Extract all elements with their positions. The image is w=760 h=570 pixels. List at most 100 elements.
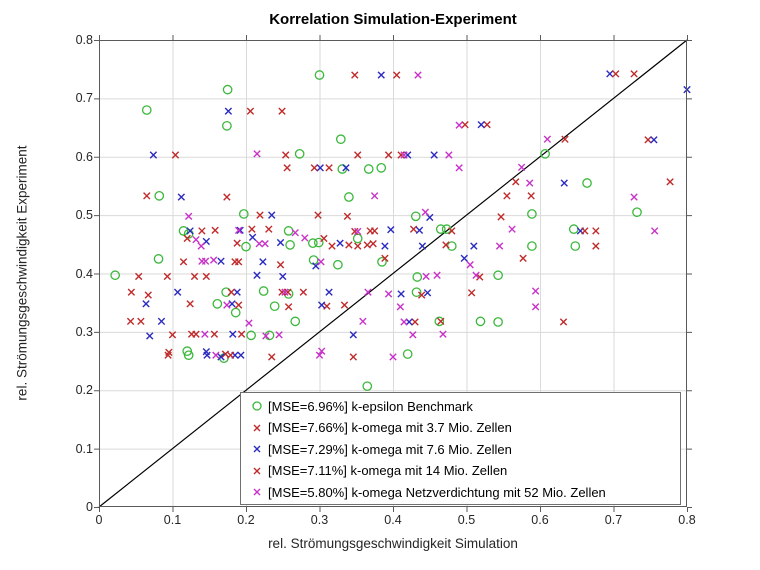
data-point-x-series-2 — [233, 288, 241, 296]
y-tick-label: 0 — [86, 500, 93, 514]
data-point-circle-series-0 — [313, 237, 324, 248]
data-point-x-series-4 — [389, 353, 397, 361]
data-point-x-series-3 — [226, 351, 235, 359]
data-point-circle-series-0 — [376, 162, 387, 173]
data-point-x-series-2 — [349, 331, 358, 339]
data-point-x-series-4 — [531, 287, 540, 295]
data-point-circle-series-0 — [182, 346, 193, 356]
data-point-x-series-1 — [163, 272, 172, 281]
data-point-x-series-3 — [234, 301, 243, 309]
data-point-x-series-1 — [409, 225, 418, 233]
data-point-x-series-4 — [364, 288, 372, 296]
data-point-x-series-1 — [666, 178, 674, 186]
data-point-x-series-2 — [318, 301, 326, 309]
legend-entry-label: [MSE=6.96%] k-epsilon Benchmark — [268, 398, 473, 414]
data-point-x-series-4 — [234, 226, 243, 234]
data-point-x-series-1 — [497, 213, 505, 221]
data-point-x-series-2 — [650, 136, 658, 144]
x-tick-label: 0.5 — [457, 513, 476, 527]
data-point-x-series-4 — [197, 242, 205, 250]
data-point-circle-series-0 — [475, 316, 486, 327]
data-point-x-series-4 — [370, 192, 379, 200]
data-point-x-series-3 — [183, 234, 191, 243]
data-point-x-series-1 — [210, 330, 219, 338]
data-point-x-series-2 — [312, 262, 320, 270]
data-point-x-series-4 — [414, 71, 422, 79]
data-point-x-series-4 — [315, 351, 324, 359]
data-point-x-series-3 — [581, 227, 589, 235]
data-point-x-series-3 — [126, 317, 135, 326]
data-point-x-series-3 — [198, 227, 206, 235]
data-point-x-series-3 — [164, 351, 172, 359]
data-point-x-series-2 — [229, 330, 237, 338]
data-point-x-series-4 — [209, 256, 218, 264]
data-point-x-series-1 — [276, 261, 285, 269]
data-point-circle-series-0 — [230, 307, 241, 318]
data-point-circle-series-0 — [178, 226, 189, 236]
data-point-circle-series-0 — [402, 349, 413, 359]
legend-entry-series-1[interactable]: [MSE=7.66%] k-omega mit 3.7 Mio. Zellen — [246, 418, 676, 438]
data-point-x-series-2 — [268, 211, 276, 219]
data-point-x-series-2 — [381, 242, 389, 250]
data-point-x-series-4 — [201, 330, 209, 338]
data-point-x-series-4 — [508, 225, 516, 233]
legend-entry-series-3[interactable]: [MSE=7.11%] k-omega mit 14 Mio. Zellen — [246, 461, 676, 481]
data-point-circle-series-0 — [410, 211, 421, 222]
data-point-x-series-4 — [433, 271, 441, 279]
data-point-x-series-2 — [248, 233, 257, 242]
legend-entry-label: [MSE=7.66%] k-omega mit 3.7 Mio. Zellen — [268, 420, 512, 435]
data-point-x-series-1 — [144, 291, 152, 299]
data-point-x-series-3 — [340, 301, 349, 309]
data-point-x-series-4 — [455, 164, 463, 172]
data-point-circle-series-0 — [540, 148, 550, 159]
data-point-x-series-2 — [430, 151, 438, 159]
data-point-x-series-2 — [217, 353, 225, 361]
data-point-x-series-4 — [630, 193, 638, 201]
data-point-x-series-3 — [134, 272, 143, 281]
y-axis-label: rel. Strömungsgeschwindigkeit Experiment — [14, 145, 30, 401]
legend-entry-series-0[interactable]: [MSE=6.96%] k-epsilon Benchmark — [246, 396, 676, 416]
data-point-x-series-2 — [149, 151, 158, 159]
data-point-circle-series-0 — [527, 209, 537, 219]
data-point-x-series-4 — [396, 303, 405, 311]
data-point-x-series-1 — [256, 211, 264, 219]
legend-entry-series-2[interactable]: [MSE=7.29%] k-omega mit 7.6 Mio. Zellen — [246, 439, 676, 459]
data-point-x-series-3 — [190, 272, 199, 281]
data-point-x-series-2 — [173, 288, 182, 296]
data-point-circle-series-0 — [446, 241, 457, 251]
data-point-x-series-3 — [227, 288, 235, 296]
plot-area[interactable] — [94, 35, 692, 512]
data-point-x-series-2 — [418, 242, 427, 250]
data-point-x-series-1 — [483, 120, 491, 129]
data-point-x-series-4 — [531, 303, 540, 311]
data-point-x-series-1 — [351, 227, 359, 236]
data-point-x-series-2 — [560, 179, 568, 187]
data-point-x-series-1 — [349, 353, 358, 361]
data-point-x-series-4 — [223, 301, 231, 309]
data-point-x-series-1 — [265, 225, 273, 233]
data-point-circle-series-0 — [335, 134, 346, 145]
data-point-circle-series-0 — [632, 207, 642, 218]
data-point-x-series-3 — [143, 192, 151, 200]
legend-entry-series-4[interactable]: [MSE=5.80%] k-omega Netzverdichtung mit … — [246, 482, 676, 502]
legend-box[interactable]: [MSE=6.96%] k-epsilon Benchmark [MSE=7.66… — [240, 392, 681, 505]
data-point-x-series-1 — [384, 151, 393, 159]
data-point-x-series-1 — [630, 70, 638, 78]
data-point-x-series-4 — [455, 121, 463, 129]
data-point-x-series-1 — [278, 288, 286, 296]
data-point-x-series-2 — [146, 332, 154, 340]
data-point-x-series-2 — [377, 71, 385, 79]
data-point-x-series-4 — [317, 258, 325, 266]
y-tick-label: 0.2 — [75, 383, 93, 398]
data-point-x-series-4 — [245, 319, 253, 327]
data-point-x-series-4 — [517, 163, 526, 171]
data-point-x-series-3 — [461, 120, 469, 129]
x-marker-icon — [246, 464, 268, 478]
data-point-x-series-2 — [237, 351, 245, 359]
data-point-circle-series-0 — [527, 241, 537, 251]
data-point-x-series-2 — [415, 226, 424, 234]
data-point-x-series-2 — [470, 242, 478, 250]
data-point-x-series-2 — [186, 227, 194, 235]
data-point-x-series-3 — [314, 211, 322, 219]
data-point-x-series-2 — [336, 239, 344, 247]
